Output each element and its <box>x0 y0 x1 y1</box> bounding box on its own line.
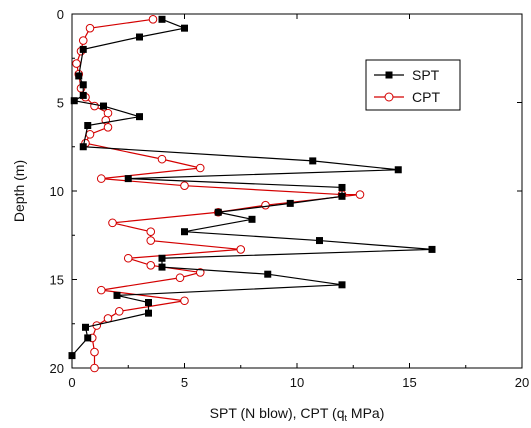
x-tick-label: 15 <box>402 375 416 390</box>
data-point-cpt <box>85 23 95 33</box>
x-tick-label: 20 <box>515 375 529 390</box>
y-axis: 0 5 10 15 20 <box>50 7 522 376</box>
data-point-spt <box>158 263 166 271</box>
data-point-spt <box>79 91 87 99</box>
data-point-spt <box>214 208 222 216</box>
data-point-spt <box>286 199 294 207</box>
data-point-spt <box>124 175 132 183</box>
data-point-spt <box>338 192 346 200</box>
data-point-cpt <box>108 218 117 228</box>
y-tick-label: 15 <box>50 273 64 288</box>
data-point-cpt <box>85 130 95 139</box>
data-point-spt <box>145 299 152 307</box>
data-point-spt <box>75 72 83 80</box>
data-point-cpt <box>236 245 246 254</box>
data-point-cpt <box>146 261 156 270</box>
data-point-cpt <box>180 296 189 306</box>
data-point-spt <box>428 245 436 253</box>
y-tick-label: 5 <box>57 96 64 111</box>
data-point-cpt <box>195 268 205 277</box>
data-point-cpt <box>175 273 185 283</box>
data-point-spt <box>79 143 87 151</box>
data-point-cpt <box>90 363 99 373</box>
data-point-cpt <box>195 163 205 173</box>
data-point-spt <box>68 352 76 360</box>
series-line-cpt <box>75 18 361 368</box>
data-point-cpt <box>72 59 81 68</box>
legend-box <box>365 59 461 111</box>
data-point-cpt <box>103 122 113 132</box>
data-point-cpt <box>355 190 365 199</box>
data-point-cpt <box>123 253 133 263</box>
data-point-spt <box>338 281 346 289</box>
data-point-spt <box>84 122 92 130</box>
data-point-spt <box>316 237 323 245</box>
data-point-spt <box>79 45 87 53</box>
data-point-cpt <box>146 227 156 237</box>
data-point-spt <box>248 215 256 223</box>
data-point-spt <box>338 183 346 191</box>
data-point-spt <box>82 323 89 331</box>
data-point-spt <box>158 254 166 262</box>
data-point-cpt <box>148 15 158 24</box>
data-point-spt <box>394 166 402 174</box>
data-point-cpt <box>90 347 99 357</box>
x-axis: 0 5 10 15 20 <box>68 14 529 390</box>
data-point-spt <box>70 97 78 105</box>
data-point-cpt <box>146 236 156 245</box>
y-tick-label: 10 <box>50 184 64 199</box>
y-tick-label: 0 <box>57 7 64 22</box>
data-point-spt <box>158 15 166 23</box>
legend-marker-spt <box>385 71 393 79</box>
legend: SPT CPT <box>365 59 461 111</box>
data-point-spt <box>84 334 92 342</box>
data-point-spt <box>100 102 107 110</box>
data-point-spt <box>181 24 188 32</box>
data-point-spt <box>309 157 317 165</box>
data-point-spt <box>113 291 121 299</box>
data-point-spt <box>136 113 143 121</box>
x-tick-label: 10 <box>290 375 304 390</box>
data-point-cpt <box>96 174 106 183</box>
data-point-spt <box>181 228 188 236</box>
y-axis-title: Depth (m) <box>11 160 27 222</box>
legend-label-spt: SPT <box>412 67 440 83</box>
y-tick-label: 20 <box>50 361 64 376</box>
x-tick-label: 0 <box>68 375 75 390</box>
legend-label-cpt: CPT <box>412 89 440 105</box>
x-tick-label: 5 <box>181 375 188 390</box>
legend-marker-cpt <box>384 92 394 102</box>
data-point-cpt <box>157 154 167 164</box>
data-point-cpt <box>261 200 270 210</box>
data-point-spt <box>264 270 272 278</box>
series-layer <box>68 15 436 373</box>
data-point-cpt <box>180 181 189 190</box>
data-point-cpt <box>114 307 124 316</box>
data-point-spt <box>145 309 152 317</box>
data-point-spt <box>79 81 87 89</box>
data-point-cpt <box>96 285 106 295</box>
data-point-cpt <box>103 108 113 118</box>
x-axis-title: SPT (N blow), CPT (qt MPa) <box>210 405 385 423</box>
data-point-cpt <box>78 36 88 45</box>
data-point-spt <box>136 33 143 41</box>
